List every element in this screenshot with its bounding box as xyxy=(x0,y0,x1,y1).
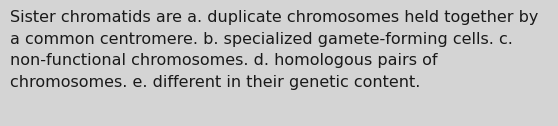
Text: Sister chromatids are a. duplicate chromosomes held together by
a common centrom: Sister chromatids are a. duplicate chrom… xyxy=(10,10,538,90)
